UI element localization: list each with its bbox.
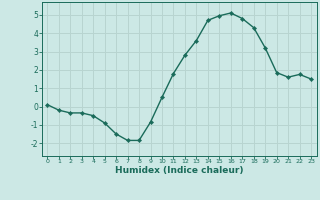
X-axis label: Humidex (Indice chaleur): Humidex (Indice chaleur)	[115, 166, 244, 175]
